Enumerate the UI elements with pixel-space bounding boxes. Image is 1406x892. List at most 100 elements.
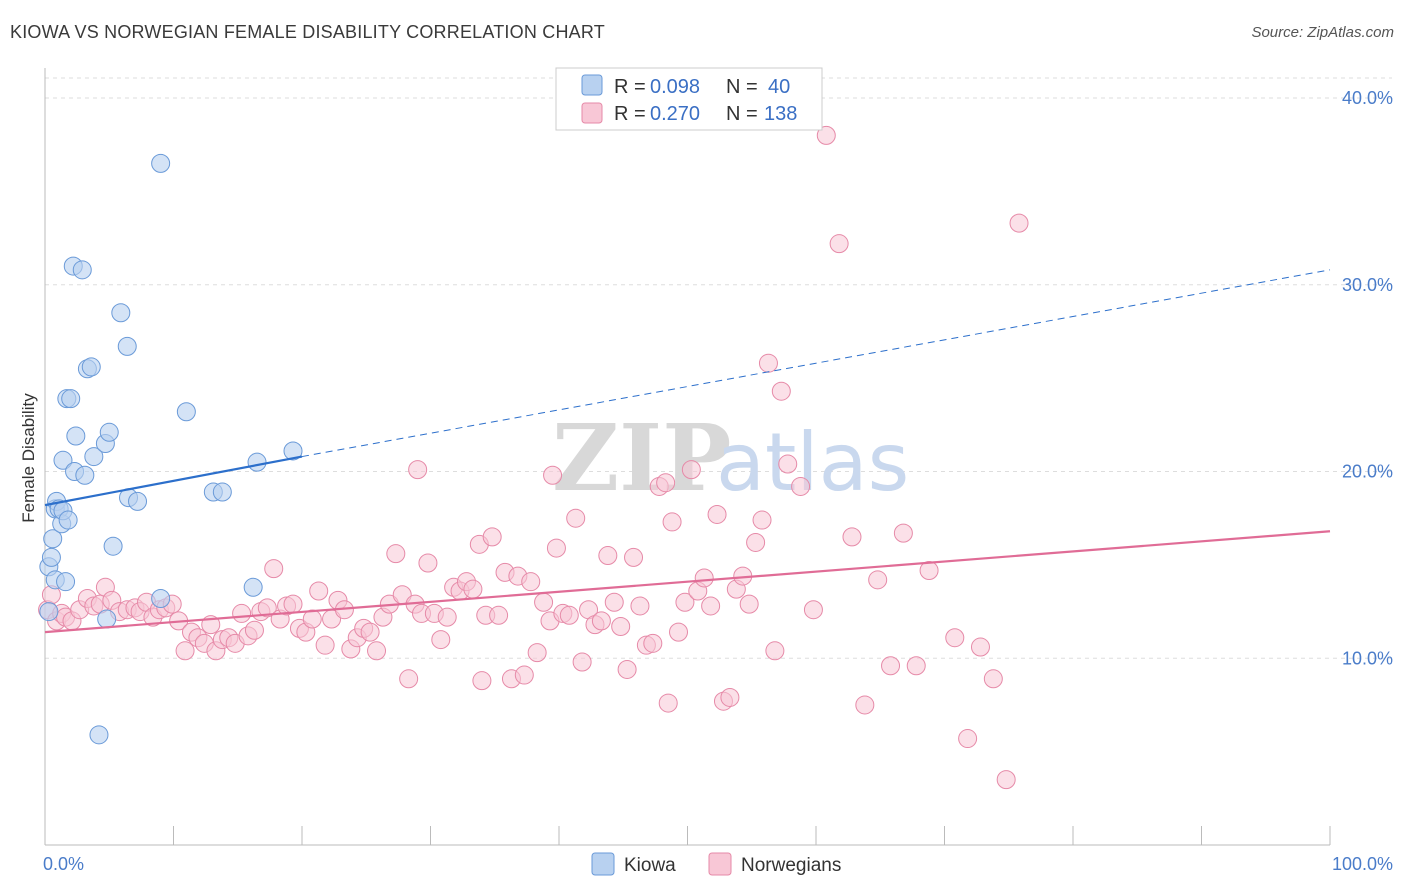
kiowa-point: [97, 609, 117, 629]
kiowa-point: [151, 153, 171, 173]
norwegians-point: [244, 620, 264, 640]
norwegians-point: [527, 643, 547, 663]
kiowa-point: [128, 491, 148, 511]
bottom-legend: Kiowa Norwegians: [591, 852, 841, 876]
norwegians-point: [752, 510, 772, 530]
norwegians-point: [572, 652, 592, 672]
legend-r-label-norwegians: R =: [614, 103, 646, 125]
norwegians-point: [431, 630, 451, 650]
y-tick-label: 30.0%: [1342, 275, 1393, 295]
legend-r-value-kiowa: 0.098: [650, 76, 700, 98]
x-tick-labels: 0.0% 100.0%: [43, 854, 1393, 874]
kiowa-point: [117, 336, 137, 356]
norwegians-point: [591, 611, 611, 631]
norwegians-point: [675, 592, 695, 612]
norwegians-point: [408, 460, 428, 480]
norwegians-point: [463, 579, 483, 599]
kiowa-points: [39, 153, 303, 745]
legend-swatch-kiowa: [581, 74, 603, 96]
norwegians-point: [945, 628, 965, 648]
kiowa-point: [212, 482, 232, 502]
norwegians-point: [893, 523, 913, 543]
norwegians-point: [681, 460, 701, 480]
watermark: ZIP atlas: [552, 404, 909, 512]
norwegians-point: [309, 581, 329, 601]
norwegians-point: [604, 592, 624, 612]
norwegians-point: [283, 594, 303, 614]
kiowa-point: [84, 447, 104, 467]
norwegians-point: [534, 592, 554, 612]
kiowa-trend-line: [44, 455, 303, 507]
y-axis-label: Female Disability: [19, 393, 38, 523]
norwegians-point: [559, 605, 579, 625]
y-tick-labels: 10.0% 20.0% 30.0% 40.0%: [1342, 88, 1393, 668]
kiowa-point: [111, 303, 131, 323]
norwegians-point: [399, 669, 419, 689]
norwegians-point: [720, 687, 740, 707]
chart-title: KIOWA VS NORWEGIAN FEMALE DISABILITY COR…: [10, 22, 605, 42]
norwegians-point: [656, 473, 676, 493]
kiowa-trend-line-extension: [301, 269, 1331, 458]
norwegians-point: [643, 633, 663, 653]
norwegians-point: [543, 465, 563, 485]
watermark-atlas: atlas: [716, 416, 909, 509]
norwegians-point: [996, 770, 1016, 790]
norwegians-point: [514, 665, 534, 685]
norwegians-point: [360, 622, 380, 642]
norwegians-point: [771, 381, 791, 401]
norwegians-point: [624, 547, 644, 567]
kiowa-point: [43, 529, 63, 549]
norwegians-point: [521, 572, 541, 592]
source-label: Source: ZipAtlas.com: [1251, 24, 1394, 41]
legend-n-value-norwegians: 138: [764, 103, 797, 125]
norwegians-point: [630, 596, 650, 616]
x-tick-label-start: 0.0%: [43, 854, 84, 874]
norwegians-point: [829, 234, 849, 254]
norwegians-point: [662, 512, 682, 532]
kiowa-point: [247, 452, 267, 472]
kiowa-point: [283, 441, 303, 461]
norwegians-point: [881, 656, 901, 676]
norwegians-point: [489, 605, 509, 625]
kiowa-point: [89, 725, 109, 745]
kiowa-point: [66, 426, 86, 446]
norwegians-point: [437, 607, 457, 627]
trend-lines: [44, 269, 1331, 634]
norwegians-point: [694, 568, 714, 588]
legend-n-label-kiowa: N =: [726, 76, 758, 98]
norwegians-point: [707, 504, 727, 524]
norwegians-point: [315, 635, 335, 655]
norwegians-point: [791, 476, 811, 496]
norwegians-point: [701, 596, 721, 616]
norwegians-point: [658, 693, 678, 713]
norwegians-point: [617, 659, 637, 679]
norwegians-point: [264, 559, 284, 579]
norwegians-point: [232, 603, 252, 623]
legend-n-value-kiowa: 40: [768, 76, 790, 98]
norwegians-point: [906, 656, 926, 676]
kiowa-point: [81, 357, 101, 377]
norwegians-point: [482, 527, 502, 547]
norwegians-point: [855, 695, 875, 715]
norwegians-point: [803, 600, 823, 620]
kiowa-point: [103, 536, 123, 556]
norwegians-point: [1009, 213, 1029, 233]
norwegians-point: [739, 594, 759, 614]
kiowa-point: [75, 465, 95, 485]
norwegians-point: [418, 553, 438, 573]
norwegians-trend-line: [44, 530, 1331, 634]
norwegians-point: [472, 671, 492, 691]
bottom-legend-swatch-kiowa: [591, 852, 615, 876]
norwegians-point: [175, 641, 195, 661]
y-tick-label: 10.0%: [1342, 648, 1393, 668]
norwegians-point: [983, 669, 1003, 689]
norwegians-points: [38, 125, 1029, 790]
y-tick-label: 40.0%: [1342, 88, 1393, 108]
kiowa-point: [151, 588, 171, 608]
kiowa-point: [243, 577, 263, 597]
kiowa-point: [72, 260, 92, 280]
kiowa-point: [176, 402, 196, 422]
legend-swatch-norwegians: [581, 102, 603, 124]
norwegians-point: [868, 570, 888, 590]
